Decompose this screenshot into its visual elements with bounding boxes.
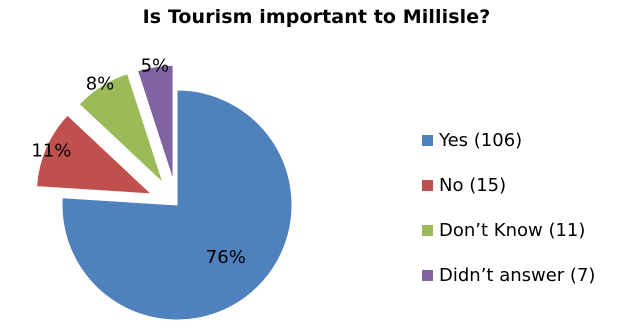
- legend-swatch-3: [422, 270, 433, 281]
- pie-slice-3: [136, 64, 174, 181]
- pie-slice-labels: 76% 11% 8% 5%: [31, 55, 245, 268]
- pie-slice-2: [78, 73, 164, 184]
- legend-label-2: Don’t Know (11): [439, 220, 586, 241]
- pie-slice-0: [61, 89, 293, 321]
- legend-swatch-0: [422, 135, 433, 146]
- pie-slice-1: [35, 114, 153, 195]
- legend-item-0: Yes (106): [422, 128, 595, 153]
- legend-item-1: No (15): [422, 173, 595, 198]
- pie-slice-label-2: 8%: [86, 74, 115, 95]
- legend: Yes (106) No (15) Don’t Know (11) Didn’t an…: [422, 128, 595, 308]
- pie-slice-label-3: 5%: [141, 55, 170, 76]
- pie-slice-label-1: 11%: [31, 141, 71, 162]
- pie-slice-label-0: 76%: [206, 247, 246, 268]
- legend-swatch-2: [422, 225, 433, 236]
- chart-title: Is Tourism important to Millisle?: [142, 6, 491, 28]
- legend-item-3: Didn’t answer (7): [422, 263, 595, 288]
- legend-item-2: Don’t Know (11): [422, 218, 595, 243]
- legend-label-3: Didn’t answer (7): [439, 265, 596, 286]
- legend-label-0: Yes (106): [439, 130, 523, 151]
- pie-slices: [35, 64, 293, 321]
- legend-label-1: No (15): [439, 175, 507, 196]
- legend-swatch-1: [422, 180, 433, 191]
